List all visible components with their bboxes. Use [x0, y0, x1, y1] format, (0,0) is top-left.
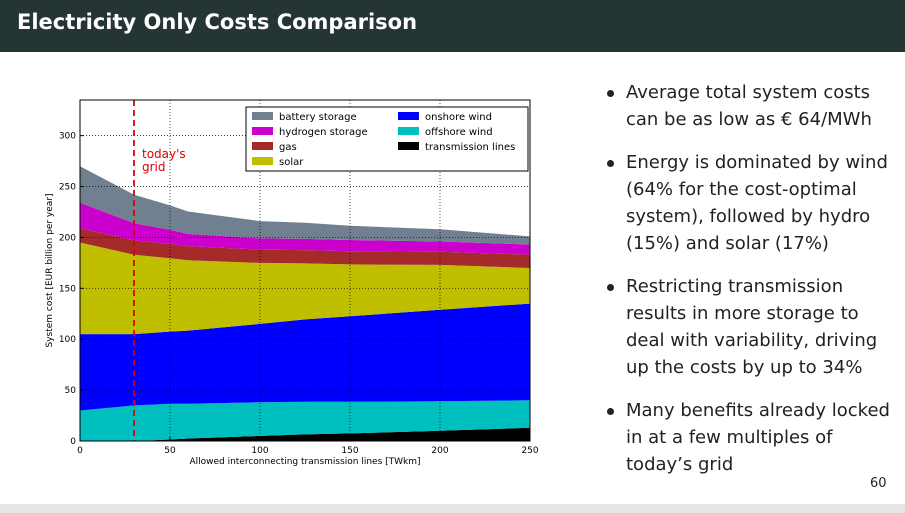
bullet-item: Many benefits already locked in at a few… — [604, 397, 894, 478]
y-tick-label: 50 — [65, 386, 77, 396]
legend-swatch — [252, 127, 273, 135]
x-tick-label: 50 — [164, 446, 176, 456]
slide-title: Electricity Only Costs Comparison — [17, 10, 418, 34]
y-tick-label: 0 — [70, 437, 76, 447]
x-tick-label: 250 — [521, 446, 538, 456]
y-tick-label: 250 — [59, 183, 76, 193]
y-axis-label: System cost [EUR billion per year] — [45, 193, 55, 347]
y-tick-label: 200 — [59, 233, 76, 243]
legend-label: solar — [279, 157, 304, 168]
area-gas — [80, 228, 530, 268]
todays-grid-label: grid — [142, 160, 166, 174]
legend-swatch — [398, 112, 419, 120]
page-number: 60 — [870, 476, 887, 491]
legend-swatch — [252, 112, 273, 120]
area-onshore-wind — [80, 303, 530, 411]
x-axis-label: Allowed interconnecting transmission lin… — [189, 457, 420, 467]
legend-swatch — [252, 142, 273, 150]
x-tick-label: 150 — [341, 446, 358, 456]
y-tick-label: 100 — [59, 335, 76, 345]
legend-label: hydrogen storage — [279, 127, 368, 138]
footer-bar — [0, 504, 905, 513]
bullet-item: Restricting transmission results in more… — [604, 273, 894, 381]
legend-label: transmission lines — [425, 142, 515, 153]
legend-swatch — [398, 127, 419, 135]
y-tick-label: 300 — [59, 132, 76, 142]
bullet-item: Energy is dominated by wind (64% for the… — [604, 149, 894, 257]
legend-swatch — [252, 157, 273, 165]
y-tick-label: 150 — [59, 284, 76, 294]
x-tick-label: 100 — [251, 446, 268, 456]
x-tick-label: 0 — [77, 446, 83, 456]
legend-label: offshore wind — [425, 127, 493, 138]
legend-label: onshore wind — [425, 112, 492, 123]
plot-frame — [79, 99, 531, 442]
bullet-item: Average total system costs can be as low… — [604, 79, 894, 133]
legend-box — [245, 106, 529, 172]
todays-grid-label: today's — [142, 147, 186, 161]
legend-label: gas — [279, 142, 297, 153]
area-hydrogen-storage — [80, 202, 530, 255]
area-battery-storage — [80, 166, 530, 245]
legend-label: battery storage — [279, 112, 357, 123]
legend-swatch — [398, 142, 419, 150]
area-offshore-wind — [80, 400, 530, 441]
bullet-list: Average total system costs can be as low… — [604, 79, 894, 494]
x-tick-label: 200 — [431, 446, 448, 456]
title-bar: Electricity Only Costs Comparison — [0, 0, 905, 52]
